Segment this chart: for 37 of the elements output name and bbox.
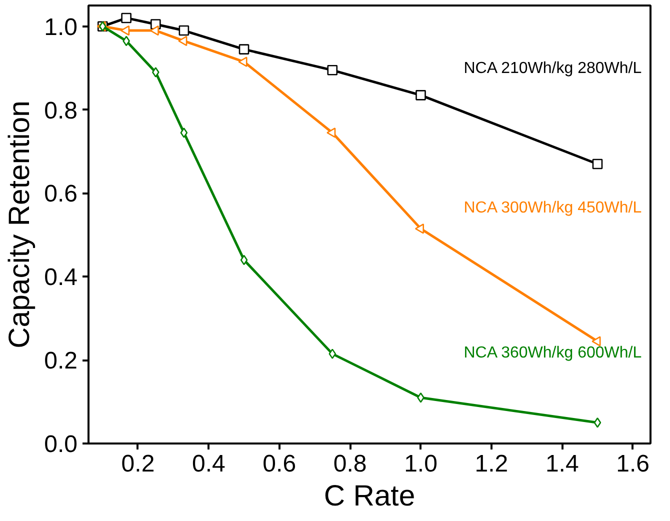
text: NCA 210Wh/kg 280Wh/L — [464, 60, 642, 78]
x-tick-label: 0.6 — [262, 450, 296, 478]
text: NCA 360Wh/kg 600Wh/L — [464, 344, 642, 362]
point — [594, 417, 602, 428]
point — [150, 25, 159, 36]
point — [178, 25, 190, 36]
point — [416, 90, 426, 100]
point — [120, 25, 130, 36]
point — [592, 158, 603, 170]
point — [240, 254, 248, 266]
point — [121, 12, 132, 24]
y-tick-label: 0.4 — [44, 264, 78, 292]
y-tick-label: 0.0 — [44, 431, 78, 458]
point — [238, 56, 248, 67]
text: NCA 300Wh/kg 450Wh/L — [464, 200, 642, 217]
y-tick-label: 1.0 — [44, 14, 78, 41]
x-tick-label: 1.6 — [616, 450, 650, 478]
point — [592, 336, 601, 346]
x-tick-label: 1.2 — [474, 450, 508, 478]
point — [238, 44, 250, 54]
x-axis-title: C Rate — [324, 480, 416, 512]
y-tick-label: 0.2 — [44, 348, 78, 375]
point — [326, 128, 336, 138]
x-tick-label: 0.8 — [333, 450, 367, 478]
x-tick-label: 1.4 — [545, 450, 579, 478]
point — [180, 128, 188, 138]
y-tick-label: 0.8 — [44, 97, 78, 124]
point — [327, 65, 338, 76]
x-tick-label: 1.0 — [404, 450, 438, 478]
x-tick-label: 0.4 — [192, 450, 226, 478]
y-axis-title: Capacity Retention — [3, 100, 36, 348]
x-tick-label: 0.2 — [121, 450, 155, 478]
point — [152, 67, 160, 78]
point — [178, 36, 188, 46]
point — [328, 348, 336, 359]
point — [414, 224, 424, 234]
y-tick-label: 0.6 — [44, 180, 78, 208]
